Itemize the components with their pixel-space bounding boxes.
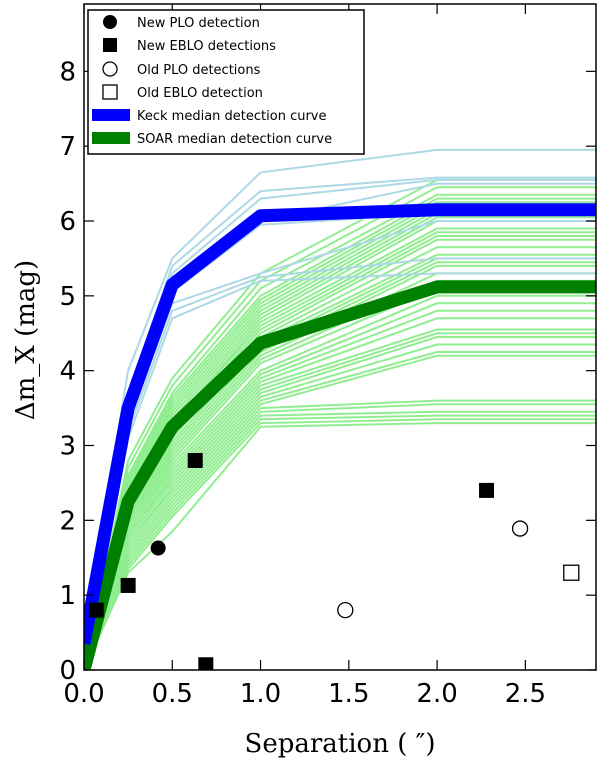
soar-individual-curve-33 — [84, 403, 596, 670]
soar-individual-curve-27 — [84, 332, 596, 670]
axis-ticks: 0.0 0.5 1.0 1.5 2.0 2.5 0 1 2 3 4 5 6 7 8 — [59, 4, 596, 709]
open-circle-point-2-0 — [337, 601, 354, 619]
legend-label-old-plo: Old PLO detections — [137, 63, 261, 78]
legend-open-square-marker — [102, 84, 118, 100]
y-axis-title-text: Δm_X (mag) — [11, 260, 41, 420]
soar-median-curve — [84, 280, 596, 670]
x-axis-title: Separation ( ″) — [245, 729, 436, 759]
plot-frame — [83, 3, 597, 671]
x-tick-label: 2.5 — [505, 679, 546, 709]
y-tick-label: 5 — [59, 282, 76, 312]
y-tick-label: 8 — [59, 57, 76, 87]
y-axis-title: Δm_X (mag) — [11, 260, 41, 420]
filled-circle-point-0-0 — [150, 540, 166, 556]
x-tick-label: 1.5 — [328, 679, 369, 709]
legend: New PLO detection New EBLO detections Ol… — [87, 9, 365, 155]
legend-label-old-eblo: Old EBLO detection — [137, 86, 263, 101]
keck-median-curve — [84, 203, 596, 645]
soar-individual-curve-31 — [84, 354, 596, 670]
legend-label-keck: Keck median detection curve — [137, 109, 327, 124]
legend-filled-circle-marker — [103, 15, 117, 29]
soar-individual-curve-32 — [84, 399, 596, 670]
filled-square-point-1-4 — [479, 482, 495, 498]
filled-square-point-1-0 — [88, 602, 104, 618]
legend-filled-square-marker — [103, 38, 117, 52]
legend-label-new-eblo: New EBLO detections — [137, 39, 276, 54]
y-tick-label: 3 — [59, 432, 76, 462]
x-tick-label: 0.0 — [63, 679, 104, 709]
detection-markers — [88, 452, 580, 670]
x-tick-label: 0.5 — [152, 679, 193, 709]
legend-open-circle-marker — [102, 61, 118, 77]
y-tick-label: 4 — [59, 357, 76, 387]
open-square-point-3-0 — [563, 564, 580, 581]
soar-individual-curve-29 — [84, 343, 596, 670]
open-circle-point-2-1 — [511, 520, 529, 537]
y-tick-label: 1 — [59, 581, 76, 611]
soar-individual-curve-30 — [84, 351, 596, 670]
legend-box — [87, 9, 365, 155]
legend-label-new-plo: New PLO detection — [137, 16, 260, 31]
y-tick-label: 7 — [59, 132, 76, 162]
y-tick-label: 0 — [59, 656, 76, 686]
filled-square-point-1-3 — [198, 657, 214, 670]
x-tick-label: 1.0 — [240, 679, 281, 709]
y-tick-label: 6 — [59, 207, 76, 237]
filled-square-point-1-2 — [187, 452, 203, 468]
filled-square-point-1-1 — [120, 577, 136, 593]
y-tick-label: 2 — [59, 506, 76, 536]
detection-curves — [84, 148, 596, 670]
x-tick-label: 2.0 — [416, 679, 457, 709]
soar-individual-curve-1 — [84, 186, 596, 670]
legend-label-soar: SOAR median detection curve — [137, 132, 332, 147]
